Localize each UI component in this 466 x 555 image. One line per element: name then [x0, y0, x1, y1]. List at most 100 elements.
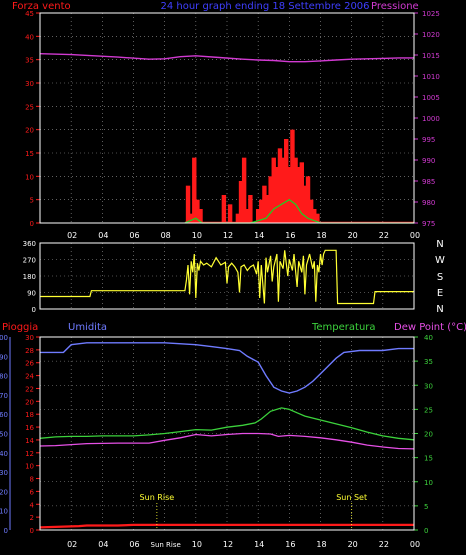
humidity-tick-label: 60	[0, 411, 8, 419]
wind-speed-axis: 0 5 10 15 20 25 30 35 40 45	[25, 10, 40, 228]
temperature-tick-label: 30	[424, 382, 433, 390]
sun-annotations: Sun Rise Sun Set	[140, 493, 367, 530]
wind-speed-bar	[299, 162, 304, 223]
rain-tick-label: 30	[25, 334, 34, 342]
wind-speed-tick-label: 40	[25, 33, 34, 41]
wind-direction-marks	[40, 249, 414, 305]
rain-tick-label: 16	[25, 424, 34, 432]
pressure-tick-label: 985	[422, 178, 435, 186]
rain-tick-label: 28	[25, 347, 34, 355]
wind-speed-bar	[284, 139, 289, 223]
hour-tick-label: 14	[254, 540, 264, 549]
rain-tick-label: 18	[25, 411, 34, 419]
hour-tick-label: 00	[410, 540, 420, 549]
pressure-tick-label: 980	[422, 199, 435, 207]
wind-speed-bar	[315, 213, 320, 223]
wind-pressure-marks	[39, 53, 414, 224]
humidity-tick-label: 20	[0, 488, 8, 496]
wind-speed-bar	[238, 181, 244, 223]
humidity-tick-label: 10	[0, 508, 8, 516]
wind-speed-bar	[296, 167, 301, 223]
pressure-label: Pressione	[371, 1, 419, 12]
temperature-tick-label: 15	[424, 455, 433, 463]
rain-tick-label: 6	[30, 488, 35, 496]
temperature-tick-label: 10	[424, 479, 433, 487]
rain-tick-label: 22	[25, 385, 34, 393]
wind-speed-tick-label: 35	[25, 57, 34, 65]
hour-tick-label: 10	[192, 540, 202, 549]
humidity-tick-label: 70	[0, 392, 8, 400]
wind-pressure-panel: 24 hour graph ending 18 Settembre 2006 F…	[12, 1, 440, 240]
direction-tick-label: 360	[23, 240, 36, 248]
dew-point-line	[39, 432, 415, 450]
humidity-label: Umidita	[68, 322, 107, 333]
temperature-axis: 0 5 10 15 20 25 30 35 40	[414, 334, 433, 535]
direction-degree-axis: 0 90 180 270 360	[23, 240, 36, 314]
wind-speed-bar	[185, 185, 191, 223]
hour-tick-label: 10	[192, 231, 202, 240]
hour-tick-label: 22	[379, 231, 389, 240]
compass-label: N	[436, 239, 443, 250]
temperature-tick-label: 20	[424, 431, 433, 439]
wind-speed-bar	[198, 209, 203, 223]
wind-speed-bar	[290, 129, 295, 223]
wind-speed-bar	[277, 148, 283, 223]
wind-speed-bar	[274, 167, 280, 223]
wind-speed-bar	[271, 157, 276, 223]
hour-tick-label: 18	[316, 231, 326, 240]
wind-speed-bar	[188, 213, 194, 223]
rain-label: Pioggia	[2, 322, 38, 333]
hour-tick-label: 12	[223, 540, 233, 549]
temperature-tick-label: 25	[424, 406, 433, 414]
wind-speed-bar	[293, 157, 298, 223]
wind-speed-bar	[268, 176, 273, 223]
dew-point-label: Dew Point (°C)	[394, 322, 466, 333]
temperature-tick-label: 35	[424, 358, 433, 366]
hour-tick-label: Sun Rise	[151, 541, 181, 549]
wind-pressure-grid	[40, 13, 414, 223]
chart-title: 24 hour graph ending 18 Settembre 2006	[160, 1, 369, 12]
rain-tick-label: 12	[25, 450, 34, 458]
compass-label: N	[436, 304, 443, 315]
humidity-tick-label: 50	[0, 431, 8, 439]
wind-direction-line	[40, 249, 414, 305]
wind-speed-tick-label: 5	[30, 197, 34, 205]
wind-direction-frame	[39, 242, 415, 310]
wind-speed-bar	[195, 199, 200, 223]
humidity-tick-label: 80	[0, 373, 8, 381]
rain-tick-label: 8	[30, 476, 34, 484]
wind-speed-bar	[262, 185, 267, 223]
temperature-tick-label: 40	[424, 334, 433, 342]
wind-speed-bar	[248, 195, 253, 223]
wind-speed-tick-label: 25	[25, 103, 34, 111]
sun-annotation-label: Sun Set	[336, 493, 367, 502]
pressure-tick-label: 995	[422, 136, 435, 144]
wind-pressure-frame	[39, 12, 415, 224]
hour-tick-label: 12	[223, 231, 233, 240]
pressure-tick-label: 1015	[422, 52, 440, 60]
rain-tick-label: 14	[25, 437, 34, 445]
hour-tick-label: 20	[348, 540, 358, 549]
direction-tick-label: 270	[23, 257, 36, 265]
wind-speed-bar	[221, 195, 227, 223]
rain-line	[39, 523, 414, 529]
wind-speed-bar	[312, 209, 317, 223]
climate-grid	[40, 337, 414, 530]
wind-speed-bar	[241, 157, 247, 223]
wind-speed-bar	[305, 176, 311, 223]
rain-tick-label: 10	[25, 463, 34, 471]
direction-tick-label: 0	[32, 306, 36, 314]
wind-speed-bar	[287, 167, 292, 223]
climate-marks	[39, 342, 415, 529]
wind-speed-bar	[235, 213, 241, 223]
hour-tick-label: 08	[161, 231, 171, 240]
wind-speed-label: Forza vento	[12, 1, 71, 12]
wind-speed-tick-label: 20	[25, 127, 34, 135]
wind-speed-bar	[245, 209, 250, 223]
hour-tick-label: 00	[410, 231, 420, 240]
